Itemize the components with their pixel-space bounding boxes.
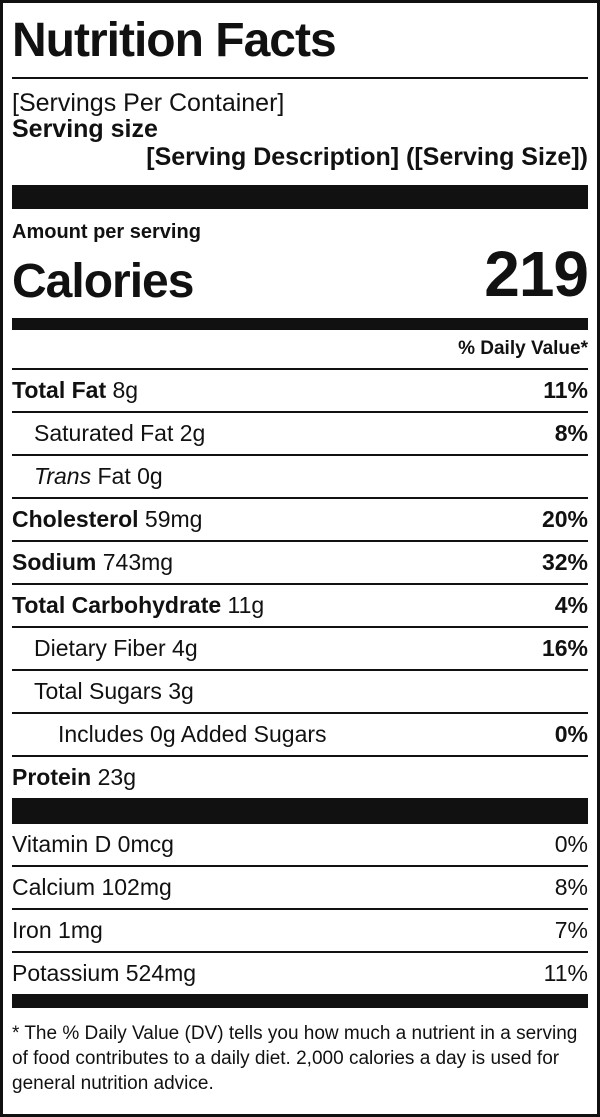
nutrient-row-sodium: Sodium 743mg 32% xyxy=(12,542,588,586)
nutrient-name: Includes 0g Added Sugars xyxy=(58,721,327,748)
calories-label: Calories xyxy=(12,255,194,309)
nutrient-row-total-sugars: Total Sugars 3g xyxy=(12,671,588,715)
nutrient-row-saturated-fat: Saturated Fat 2g 8% xyxy=(12,413,588,457)
nutrient-amount: 8g xyxy=(112,377,139,404)
nutrient-dv: 20% xyxy=(541,506,588,533)
vitamin-label: Vitamin D 0mcg xyxy=(12,831,174,858)
serving-size-label: Serving size xyxy=(12,115,158,144)
servings-per-container: [Servings Per Container] xyxy=(12,89,285,117)
nutrient-name: Total Fat xyxy=(12,377,107,404)
nutrient-dv: 11% xyxy=(543,377,588,404)
nutrient-name: Dietary Fiber xyxy=(34,635,166,662)
nutrient-amount: 59mg xyxy=(144,506,203,533)
vitamin-label: Calcium 102mg xyxy=(12,874,172,901)
vitamin-row-calcium: Calcium 102mg 8% xyxy=(12,867,588,911)
thick-divider-top xyxy=(12,185,588,210)
nutrient-row-dietary-fiber: Dietary Fiber 4g 16% xyxy=(12,628,588,672)
nutrient-dv: 4% xyxy=(554,592,588,619)
calories-row: Calories 219 xyxy=(12,238,589,311)
label-title: Nutrition Facts xyxy=(12,14,337,67)
medium-divider xyxy=(12,318,588,331)
amount-per-serving: Amount per serving xyxy=(12,221,201,244)
nutrient-dv: 0% xyxy=(554,721,588,748)
serving-size-value: [Serving Description] ([Serving Size]) xyxy=(146,142,588,171)
nutrient-name: Protein xyxy=(12,764,92,791)
nutrient-amount: 743mg xyxy=(102,549,174,576)
vitamin-dv: 8% xyxy=(554,874,588,901)
nutrient-name: Cholesterol xyxy=(12,506,139,533)
nutrient-amount: 0g xyxy=(137,463,163,490)
footnote-divider xyxy=(12,994,588,1009)
nutrient-name: Sodium xyxy=(12,549,97,576)
nutrient-row-added-sugars: Includes 0g Added Sugars 0% xyxy=(12,714,588,758)
nutrient-dv: 32% xyxy=(541,549,588,576)
thick-divider-vitamins xyxy=(12,798,588,825)
nutrient-amount: 3g xyxy=(168,678,194,705)
nutrient-dv: 8% xyxy=(554,420,588,447)
vitamin-row-vitamin-d: Vitamin D 0mcg 0% xyxy=(12,824,588,868)
nutrient-row-total-fat: Total Fat 8g 11% xyxy=(12,370,588,414)
nutrient-name: Total Carbohydrate xyxy=(12,592,222,619)
nutrient-dv: 16% xyxy=(541,635,588,662)
nutrient-row-cholesterol: Cholesterol 59mg 20% xyxy=(12,499,588,543)
nutrient-amount: 11g xyxy=(227,592,265,619)
vitamin-dv: 7% xyxy=(554,917,588,944)
nutrient-name-italic: Trans xyxy=(34,463,92,490)
nutrient-amount: 2g xyxy=(179,420,206,447)
nutrient-amount: 23g xyxy=(97,764,136,791)
nutrient-row-trans-fat: Trans Fat 0g xyxy=(12,456,588,500)
vitamin-dv: 11% xyxy=(543,960,588,987)
daily-value-header: % Daily Value* xyxy=(12,330,588,371)
title-divider xyxy=(12,77,588,79)
vitamin-dv: 0% xyxy=(554,831,588,858)
vitamin-label: Potassium 524mg xyxy=(12,960,197,987)
vitamin-row-potassium: Potassium 524mg 11% xyxy=(12,953,588,994)
nutrient-row-protein: Protein 23g xyxy=(12,757,588,798)
calories-value: 219 xyxy=(484,238,589,311)
nutrient-amount: 4g xyxy=(172,635,198,662)
vitamin-label: Iron 1mg xyxy=(12,917,103,944)
nutrient-name: Saturated Fat xyxy=(34,420,174,447)
daily-value-footnote: * The % Daily Value (DV) tells you how m… xyxy=(12,1023,578,1094)
nutrient-name-suffix: Fat xyxy=(97,463,131,490)
nutrient-row-total-carbohydrate: Total Carbohydrate 11g 4% xyxy=(12,585,588,629)
nutrient-name: Total Sugars xyxy=(34,678,162,705)
vitamin-row-iron: Iron 1mg 7% xyxy=(12,910,588,954)
